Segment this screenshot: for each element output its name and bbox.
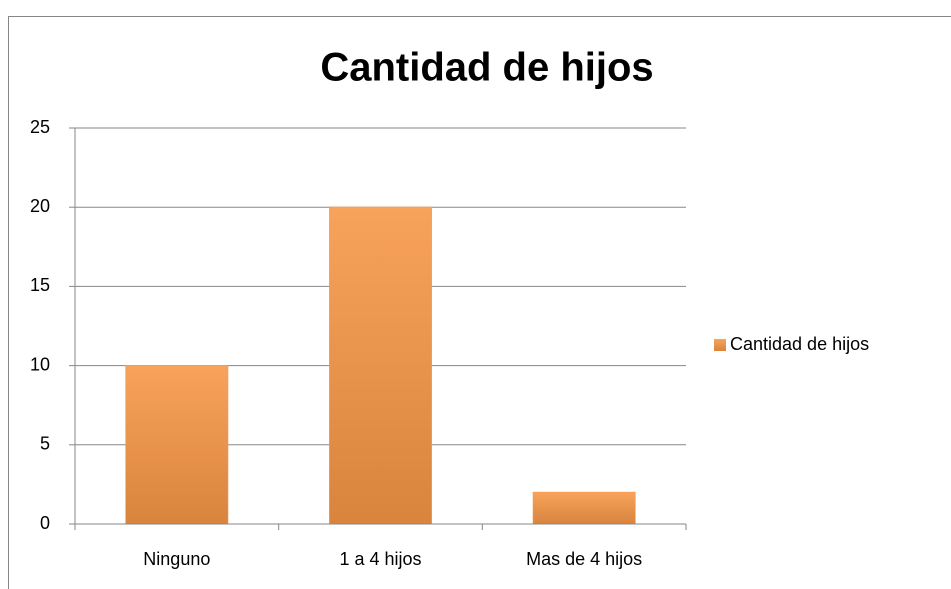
bar-shade [125, 365, 228, 524]
y-tick-label: 20 [30, 196, 50, 216]
bar-shade [533, 492, 636, 524]
legend-marker-shade [714, 339, 726, 351]
chart-title: Cantidad de hijos [320, 46, 653, 90]
x-tick-label: Ninguno [143, 549, 210, 569]
y-tick-label: 15 [30, 275, 50, 295]
y-tick-label: 25 [30, 117, 50, 137]
bar-shade [329, 207, 432, 524]
x-tick-label: Mas de 4 hijos [526, 549, 642, 569]
y-tick-label: 10 [30, 354, 50, 374]
x-tick-label: 1 a 4 hijos [339, 549, 421, 569]
legend-label: Cantidad de hijos [730, 334, 869, 354]
y-tick-label: 5 [40, 434, 50, 454]
y-tick-label: 0 [40, 513, 50, 533]
